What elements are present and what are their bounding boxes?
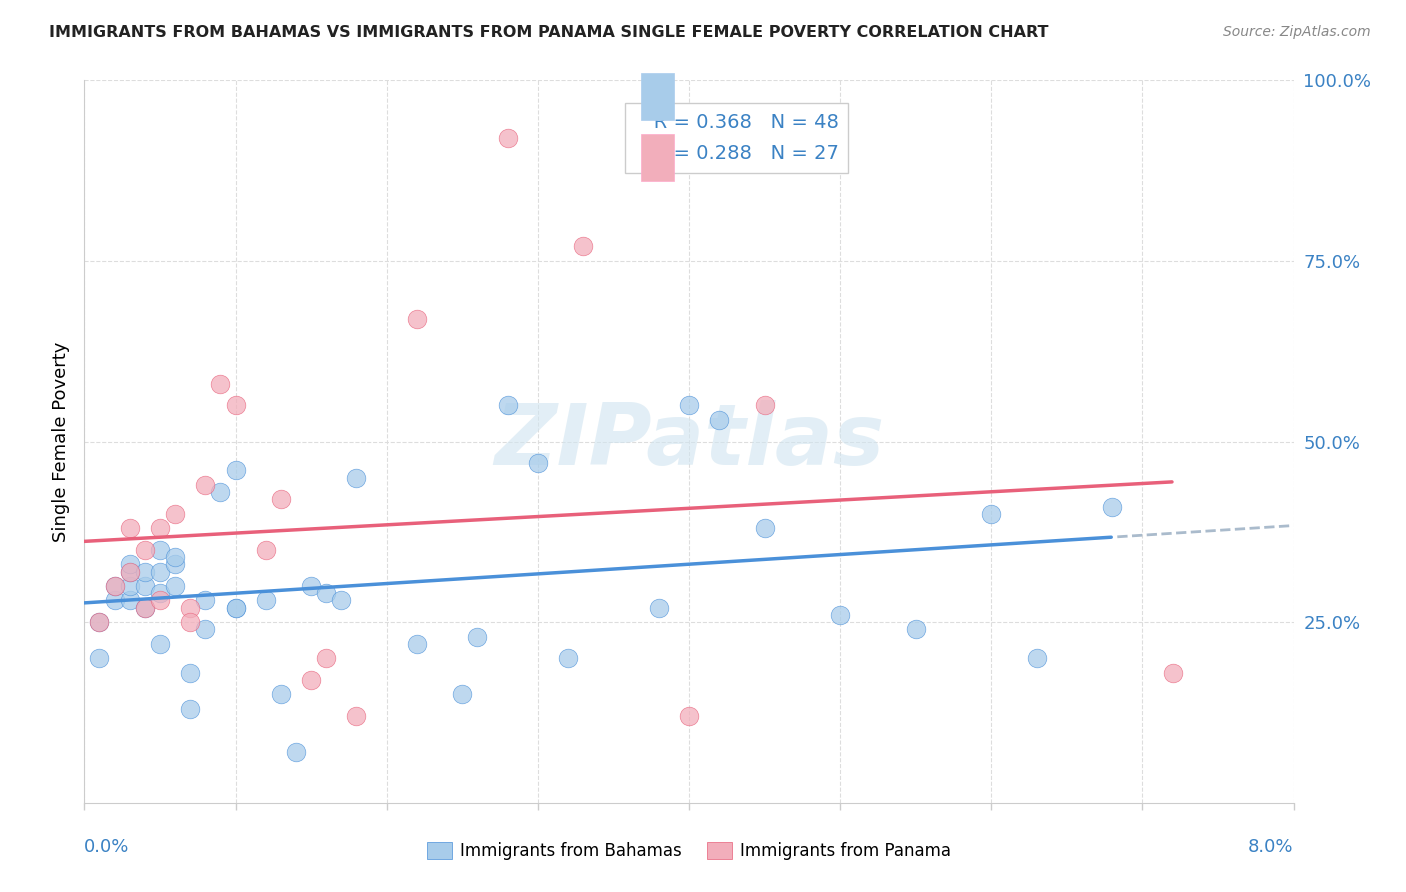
Point <box>254 542 277 557</box>
Point <box>225 600 247 615</box>
Point <box>149 637 172 651</box>
Text: IMMIGRANTS FROM BAHAMAS VS IMMIGRANTS FROM PANAMA SINGLE FEMALE POVERTY CORRELAT: IMMIGRANTS FROM BAHAMAS VS IMMIGRANTS FR… <box>49 25 1049 40</box>
Bar <box>641 135 675 181</box>
Point <box>118 565 141 579</box>
Legend: Immigrants from Bahamas, Immigrants from Panama: Immigrants from Bahamas, Immigrants from… <box>420 835 957 867</box>
Text: R = 0.368   N = 48
   R = 0.288   N = 27: R = 0.368 N = 48 R = 0.288 N = 27 <box>634 112 838 163</box>
Point <box>118 521 141 535</box>
Point <box>179 702 201 716</box>
Point <box>330 593 353 607</box>
Point <box>346 709 368 723</box>
Point <box>406 637 429 651</box>
Point <box>134 600 156 615</box>
Point <box>89 651 111 665</box>
Point <box>754 398 776 412</box>
Text: 0.0%: 0.0% <box>84 838 129 855</box>
Point <box>149 542 172 557</box>
Y-axis label: Single Female Poverty: Single Female Poverty <box>52 342 70 541</box>
Point <box>270 492 292 507</box>
Point <box>179 615 201 630</box>
Point <box>149 565 172 579</box>
Point <box>194 623 217 637</box>
Point <box>209 376 232 391</box>
Point <box>179 665 201 680</box>
Point <box>165 507 187 521</box>
Point <box>709 413 731 427</box>
Point <box>89 615 111 630</box>
Point <box>830 607 852 622</box>
Point <box>104 593 127 607</box>
Point <box>194 593 217 607</box>
Point <box>496 398 519 412</box>
Point <box>315 651 337 665</box>
Point <box>467 630 489 644</box>
Point <box>149 593 172 607</box>
Point <box>225 463 247 477</box>
Point <box>299 579 322 593</box>
Point <box>496 131 519 145</box>
Point <box>406 311 429 326</box>
Point <box>1161 665 1184 680</box>
Point <box>165 550 187 565</box>
Point <box>149 521 172 535</box>
Point <box>1025 651 1047 665</box>
Point <box>346 470 368 484</box>
Point <box>165 558 187 572</box>
Point <box>225 600 247 615</box>
Point <box>754 521 776 535</box>
Point <box>299 673 322 687</box>
Point <box>648 600 671 615</box>
Point <box>1101 500 1123 514</box>
Point <box>104 579 127 593</box>
Point <box>527 456 550 470</box>
Point <box>179 600 201 615</box>
Point <box>285 745 308 759</box>
Point <box>134 579 156 593</box>
Point <box>118 593 141 607</box>
Point <box>225 398 247 412</box>
Point <box>270 687 292 701</box>
Point <box>89 615 111 630</box>
Text: ZIPatlas: ZIPatlas <box>494 400 884 483</box>
Text: 8.0%: 8.0% <box>1249 838 1294 855</box>
Text: Source: ZipAtlas.com: Source: ZipAtlas.com <box>1223 25 1371 39</box>
Point <box>165 579 187 593</box>
Point <box>118 558 141 572</box>
Point <box>904 623 927 637</box>
Point <box>134 600 156 615</box>
Point <box>254 593 277 607</box>
Point <box>980 507 1002 521</box>
Point <box>134 565 156 579</box>
Point <box>118 565 141 579</box>
Point <box>572 239 595 253</box>
Point <box>104 579 127 593</box>
Point <box>194 478 217 492</box>
Point <box>118 579 141 593</box>
Point <box>209 485 232 500</box>
Point <box>149 586 172 600</box>
Point <box>315 586 337 600</box>
Point <box>678 398 700 412</box>
Point <box>557 651 579 665</box>
Point <box>451 687 474 701</box>
Bar <box>641 73 675 120</box>
Point <box>134 542 156 557</box>
Point <box>678 709 700 723</box>
